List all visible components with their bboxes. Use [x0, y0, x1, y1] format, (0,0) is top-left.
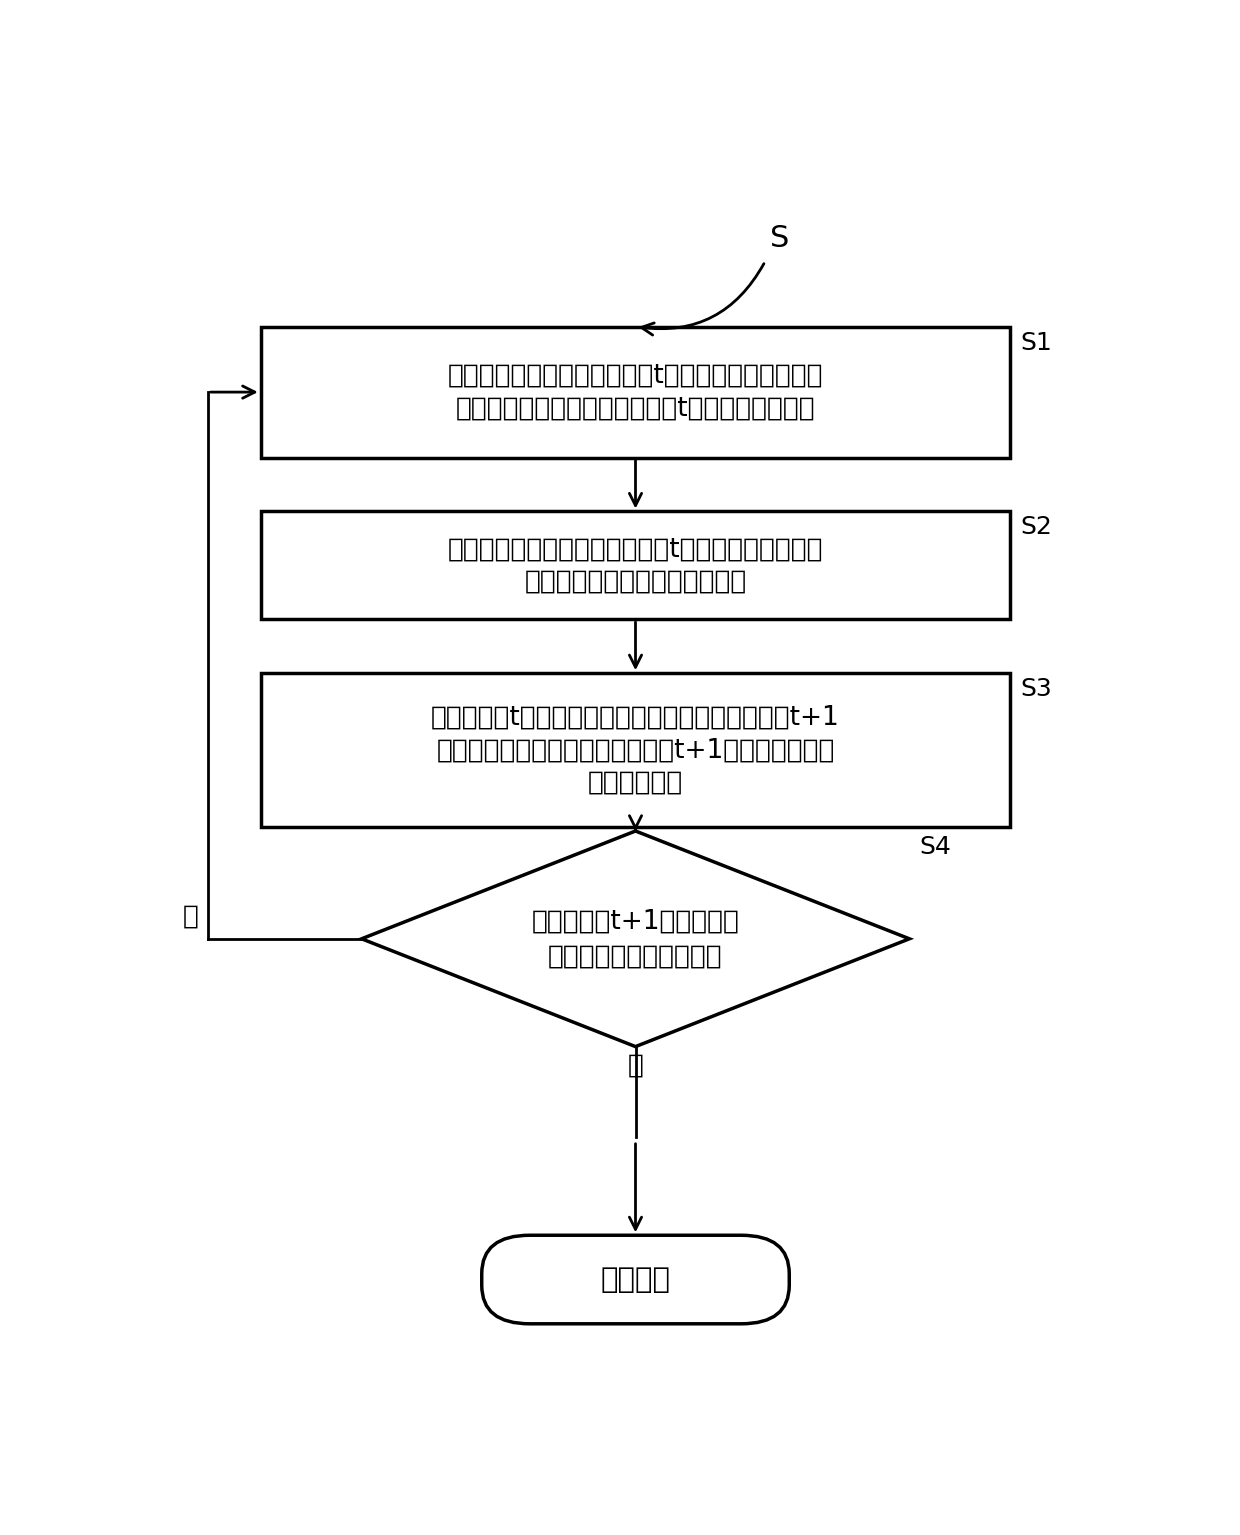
FancyBboxPatch shape [260, 674, 1011, 827]
Text: S1: S1 [1021, 330, 1052, 355]
Polygon shape [362, 830, 909, 1047]
Text: 判断无人机t+1时刻的速度: 判断无人机t+1时刻的速度 [532, 909, 739, 935]
Text: S4: S4 [919, 835, 951, 860]
Text: S3: S3 [1021, 677, 1052, 701]
Text: 结束编队: 结束编队 [600, 1265, 671, 1294]
FancyBboxPatch shape [260, 327, 1011, 457]
Text: 接收来自于其邻近无人机发送的t时刻的位置和速度: 接收来自于其邻近无人机发送的t时刻的位置和速度 [455, 396, 816, 421]
FancyBboxPatch shape [481, 1236, 789, 1323]
Text: 置调整无人机: 置调整无人机 [588, 769, 683, 795]
FancyBboxPatch shape [260, 511, 1011, 619]
Text: 无人机向其邻居无人机发送其t时刻的速度和位置，并: 无人机向其邻居无人机发送其t时刻的速度和位置，并 [448, 362, 823, 388]
Text: 根据无人机t时刻的输出、速度和位置，计算无人机t+1: 根据无人机t时刻的输出、速度和位置，计算无人机t+1 [432, 705, 839, 731]
Text: 根据无人机与其所有邻近无人机t时刻的位置和速度，: 根据无人机与其所有邻近无人机t时刻的位置和速度， [448, 536, 823, 562]
Text: 时刻的速度和位置，并根据无人机t+1时刻的速度和位: 时刻的速度和位置，并根据无人机t+1时刻的速度和位 [436, 737, 835, 763]
Text: S2: S2 [1021, 516, 1052, 539]
Text: 是: 是 [627, 1053, 644, 1079]
Text: 和位置是否满足设定条件: 和位置是否满足设定条件 [548, 942, 723, 969]
Text: 否: 否 [182, 904, 198, 930]
Text: S: S [770, 224, 790, 253]
Text: 计算无人机的编队控制器的输出: 计算无人机的编队控制器的输出 [525, 568, 746, 594]
